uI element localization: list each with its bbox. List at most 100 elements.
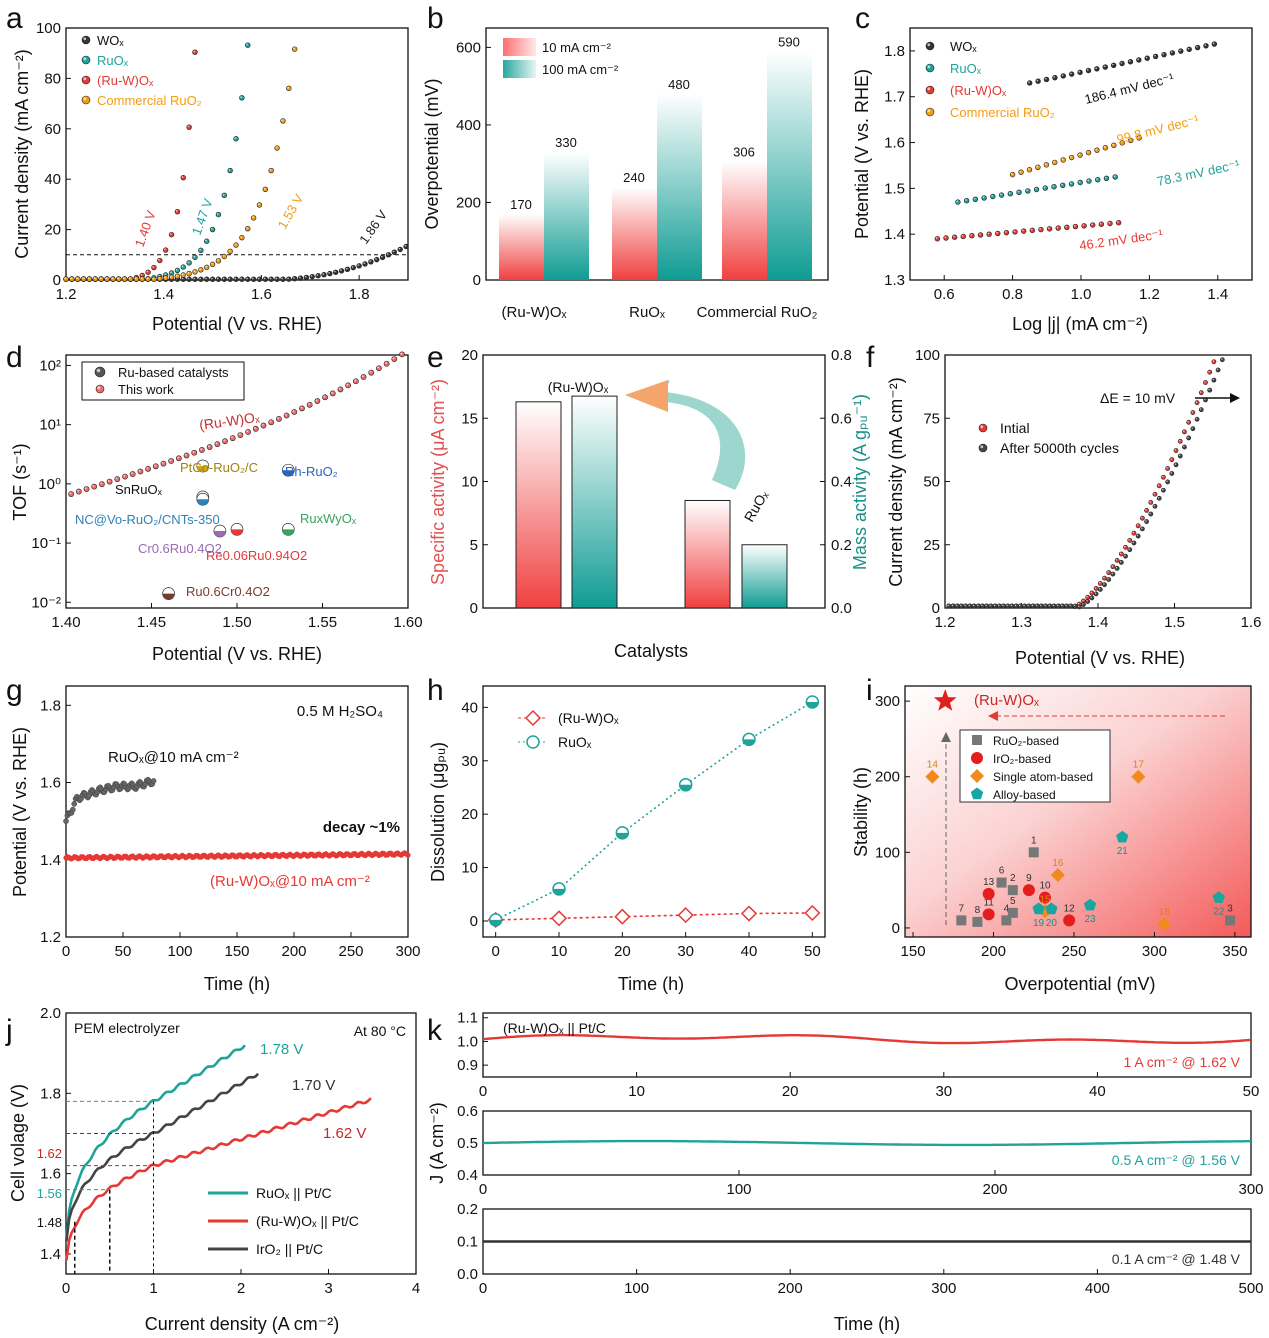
tafel-point-shine — [1113, 175, 1116, 178]
curve-a-point — [151, 264, 157, 271]
curve-a-point — [233, 136, 239, 142]
circle-ruox-h — [488, 913, 503, 927]
tafel-point — [1194, 44, 1201, 51]
curve-a-point — [198, 267, 204, 273]
tof-point — [345, 382, 352, 389]
curve-a-point — [157, 275, 163, 282]
tafel-point-shine — [1028, 81, 1030, 84]
tof-point-shine — [131, 472, 133, 475]
durability-curve-k — [482, 1139, 1251, 1147]
tof-point-body — [145, 466, 151, 472]
tafel-point-shine — [996, 231, 998, 234]
y-tick-label: 200 — [456, 194, 481, 211]
literature-point — [1022, 884, 1035, 897]
polarization-point — [1182, 444, 1187, 450]
curve-a-point-shine — [99, 277, 102, 280]
curve-a-point — [186, 124, 192, 130]
tof-point-body — [199, 447, 205, 453]
curve-a-point — [268, 276, 274, 282]
polarization-point-shine — [1094, 587, 1097, 589]
tof-point-body — [129, 471, 136, 477]
x-tick-label: 1.8 — [349, 286, 370, 303]
polarization-point-body — [984, 603, 990, 609]
polarization-point-shine — [1195, 401, 1198, 403]
x-axis-label: Potential (V vs. RHE) — [152, 314, 322, 334]
curve-a-point-body — [262, 186, 269, 193]
y-tick-label: 50 — [923, 474, 940, 491]
tafel-point-shine — [1036, 79, 1039, 82]
polarization-point — [1215, 367, 1221, 373]
curve-a-point-shine — [164, 248, 166, 251]
polarization-point-shine — [1199, 408, 1202, 410]
polarization-point-shine — [1098, 588, 1101, 590]
tof-point-body — [183, 452, 190, 459]
legend-swatch-b — [503, 60, 536, 78]
slope-label: 99.8 mV dec⁻¹ — [1115, 112, 1201, 147]
tafel-point — [998, 192, 1005, 198]
literature-point — [956, 915, 967, 926]
curve-a-point-body — [110, 276, 116, 282]
curve-a-point-shine — [322, 273, 325, 275]
x-tick-label: 300 — [395, 943, 420, 960]
curve-a-point-body — [80, 276, 87, 282]
tof-point — [214, 441, 221, 448]
curve-a-point — [215, 258, 222, 264]
polarization-point-shine — [1073, 604, 1076, 607]
y-tick-label: 100 — [915, 347, 940, 364]
curve-a-point-body — [174, 209, 181, 215]
bar-value-label: 170 — [510, 197, 532, 212]
polarization-point-shine — [1107, 578, 1109, 580]
polarization-point-body — [1081, 602, 1086, 607]
tafel-point — [1007, 191, 1014, 197]
tafel-point — [1152, 53, 1159, 60]
tafel-point — [1119, 60, 1125, 67]
curve-a-point-body — [221, 192, 227, 199]
tafel-point — [990, 193, 996, 200]
curve-a-point-shine — [87, 277, 90, 280]
tafel-point — [1169, 50, 1176, 56]
curve-a-point-shine — [158, 258, 160, 261]
curve-a-point-shine — [205, 277, 207, 280]
point-id-label: 13 — [983, 877, 995, 888]
x-tick-label: 30 — [935, 1083, 952, 1100]
polarization-point-body — [1194, 416, 1200, 422]
curve-a-point-shine — [175, 210, 178, 212]
legend-label-c: RuOₓ — [950, 61, 982, 76]
legend-marker-a-body — [81, 35, 91, 45]
legend-marker-c-body — [925, 85, 935, 95]
polarization-point-shine — [1115, 559, 1118, 561]
polarization-point-body — [1110, 571, 1116, 577]
tof-point — [391, 356, 398, 363]
half — [743, 739, 755, 746]
legend-marker-c-shine — [927, 65, 931, 69]
legend-marker-a-body — [81, 55, 91, 65]
tafel-point-shine — [1179, 49, 1181, 52]
tof-point-shine — [369, 370, 372, 373]
literature-point — [1028, 847, 1039, 858]
tafel-point-body — [972, 196, 979, 203]
legend-marker-i — [970, 787, 984, 800]
polarization-point-body — [967, 603, 973, 609]
y-tick-label: 40 — [44, 171, 61, 188]
x-tick-label: 2 — [237, 1280, 245, 1297]
tafel-point — [969, 233, 975, 239]
polarization-point-body — [1169, 457, 1175, 463]
polarization-point-shine — [997, 604, 1000, 607]
curve-a-point-body — [215, 211, 222, 218]
y-tick-label: 1.7 — [884, 89, 905, 106]
curve-a-point-body — [180, 264, 186, 270]
polarization-point-body — [1177, 453, 1183, 459]
tafel-point — [1043, 162, 1050, 168]
point-id-label: 8 — [975, 905, 981, 916]
curve-a-point — [344, 266, 351, 273]
y-tick-label: 1.8 — [40, 1085, 61, 1102]
curve-a-point-body — [362, 261, 368, 267]
curve-a-point-body — [198, 247, 204, 253]
ref-point-half — [282, 529, 295, 536]
curve-a-point — [180, 272, 186, 278]
x-tick-label: 300 — [1142, 943, 1167, 960]
legend-label-j: IrO₂ || Pt/C — [256, 1241, 323, 1257]
arrow-e — [625, 380, 746, 490]
curve-a-point-shine — [287, 86, 289, 89]
tafel-point-body — [960, 233, 966, 240]
